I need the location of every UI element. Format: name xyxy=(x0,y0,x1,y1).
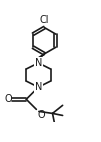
Text: O: O xyxy=(4,94,12,104)
Text: Cl: Cl xyxy=(40,14,49,25)
Text: O: O xyxy=(37,110,45,120)
Text: N: N xyxy=(35,82,42,92)
Text: N: N xyxy=(35,58,42,68)
